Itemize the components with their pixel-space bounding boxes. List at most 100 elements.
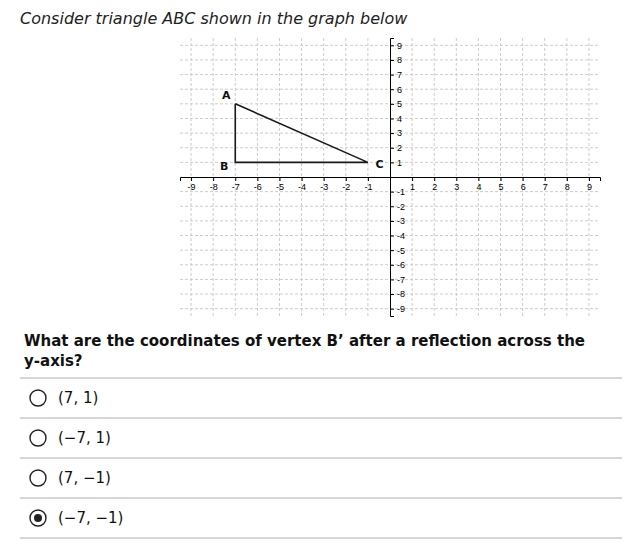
title: Consider triangle ABC shown in the graph…: [20, 9, 408, 28]
tick: -9: [188, 177, 196, 192]
tick-mark: [368, 177, 369, 181]
tick-label: 4: [397, 114, 402, 124]
tick: -7: [390, 275, 405, 285]
tick: -9: [390, 304, 405, 314]
radio: [30, 510, 46, 526]
tick: -1: [390, 187, 405, 197]
tick-label: -8: [397, 289, 405, 299]
chart: Consider triangle ABC shown in the graph…: [0, 0, 642, 548]
radio: [30, 390, 46, 406]
tick-label: 1: [410, 182, 415, 192]
tick-mark: [390, 192, 394, 193]
answer-choice: (−7, 1): [58, 429, 111, 447]
tick-label: -2: [397, 202, 405, 212]
vertex-label: B: [220, 160, 228, 173]
tick: 3: [390, 128, 402, 138]
tick-label: 5: [499, 182, 504, 192]
plot-area: [235, 104, 368, 163]
tick: 5: [390, 99, 402, 109]
tick: 6: [390, 85, 402, 95]
radio: [30, 470, 46, 486]
radio: [30, 430, 46, 446]
tick-label: 9: [587, 182, 592, 192]
tick-label: -3: [397, 216, 405, 226]
tick-mark: [390, 104, 394, 105]
tick-label: -5: [276, 182, 284, 192]
tick-label: -8: [210, 182, 218, 192]
tick-mark: [390, 45, 394, 46]
tick-mark: [390, 279, 394, 280]
tick-label: 2: [432, 182, 437, 192]
separator: [20, 498, 622, 499]
question: What are the coordinates of vertex B’ af…: [24, 332, 585, 370]
tick-mark: [456, 177, 457, 181]
tick-label: 6: [521, 182, 526, 192]
tick-label: 2: [397, 143, 402, 153]
tick-mark: [390, 206, 394, 207]
tick-label: 9: [397, 41, 402, 51]
tick-mark: [390, 133, 394, 134]
answer-choice: (7, 1): [58, 389, 98, 407]
tick-mark: [434, 177, 435, 181]
vertex-label: A: [222, 89, 231, 102]
tick: -8: [210, 177, 218, 192]
tick-mark: [279, 177, 280, 181]
tick: 9: [587, 177, 592, 192]
tick: 2: [390, 143, 402, 153]
tick: 4: [390, 114, 402, 124]
tick-mark: [390, 236, 394, 237]
tick-label: -6: [397, 260, 405, 270]
tick-mark: [501, 177, 502, 181]
y-axis: -9-8-7-6-5-4-3-2-1123456789: [390, 39, 405, 317]
tick-mark: [257, 177, 258, 181]
tick: -4: [390, 231, 405, 241]
tick-label: -9: [188, 182, 196, 192]
tick-label: 3: [397, 128, 402, 138]
tick: 8: [565, 177, 570, 192]
tick: -8: [390, 289, 405, 299]
tick-mark: [478, 177, 479, 181]
tick: 2: [432, 177, 437, 192]
answer-choice: (7, −1): [58, 469, 111, 487]
tick: 5: [499, 177, 504, 192]
tick-label: 7: [543, 182, 548, 192]
tick-mark: [390, 162, 394, 163]
tick: -6: [390, 260, 405, 270]
tick-mark: [390, 75, 394, 76]
tick: 3: [454, 177, 459, 192]
tick: -1: [364, 177, 372, 192]
tick: -7: [232, 177, 240, 192]
tick-mark: [390, 265, 394, 266]
tick-mark: [390, 309, 394, 310]
tick-mark: [390, 118, 394, 119]
radio-selected: [34, 514, 42, 522]
tick-mark: [390, 221, 394, 222]
tick: 7: [390, 70, 402, 80]
tick-mark: [235, 177, 236, 181]
tick: -2: [342, 177, 350, 192]
tick-label: 8: [565, 182, 570, 192]
tick-mark: [390, 148, 394, 149]
tick-mark: [523, 177, 524, 181]
tick: -4: [298, 177, 306, 192]
tick-label: -7: [397, 275, 405, 285]
tick-mark: [346, 177, 347, 181]
separator: [20, 538, 622, 539]
tick-label: -7: [232, 182, 240, 192]
tick: 4: [476, 177, 481, 192]
tick-mark: [213, 177, 214, 181]
tick-label: 3: [454, 182, 459, 192]
vertex-label: C: [376, 158, 384, 171]
grid: [180, 38, 600, 316]
tick-mark: [412, 177, 413, 181]
separator: [20, 378, 622, 379]
tick-label: -1: [364, 182, 372, 192]
separator: [20, 418, 622, 419]
tick-mark: [390, 89, 394, 90]
tick: -2: [390, 202, 405, 212]
tick-label: -2: [342, 182, 350, 192]
answer-choice: (−7, −1): [58, 509, 123, 527]
tick-label: -6: [254, 182, 262, 192]
tick-label: -5: [397, 246, 405, 256]
tick-mark: [390, 294, 394, 295]
